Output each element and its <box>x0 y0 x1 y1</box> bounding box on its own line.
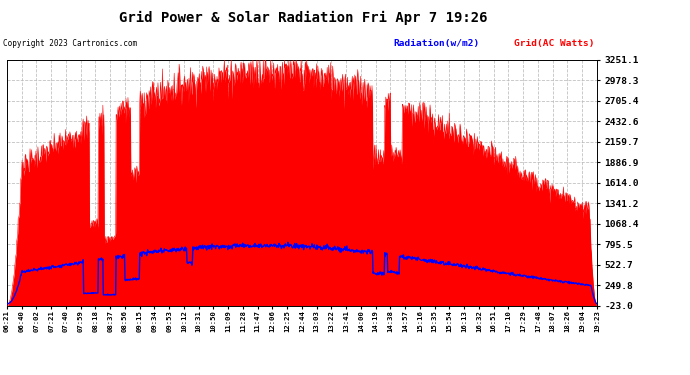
Text: Grid Power & Solar Radiation Fri Apr 7 19:26: Grid Power & Solar Radiation Fri Apr 7 1… <box>119 11 488 26</box>
Text: Grid(AC Watts): Grid(AC Watts) <box>514 39 595 48</box>
Text: Radiation(w/m2): Radiation(w/m2) <box>393 39 480 48</box>
Text: Copyright 2023 Cartronics.com: Copyright 2023 Cartronics.com <box>3 39 137 48</box>
